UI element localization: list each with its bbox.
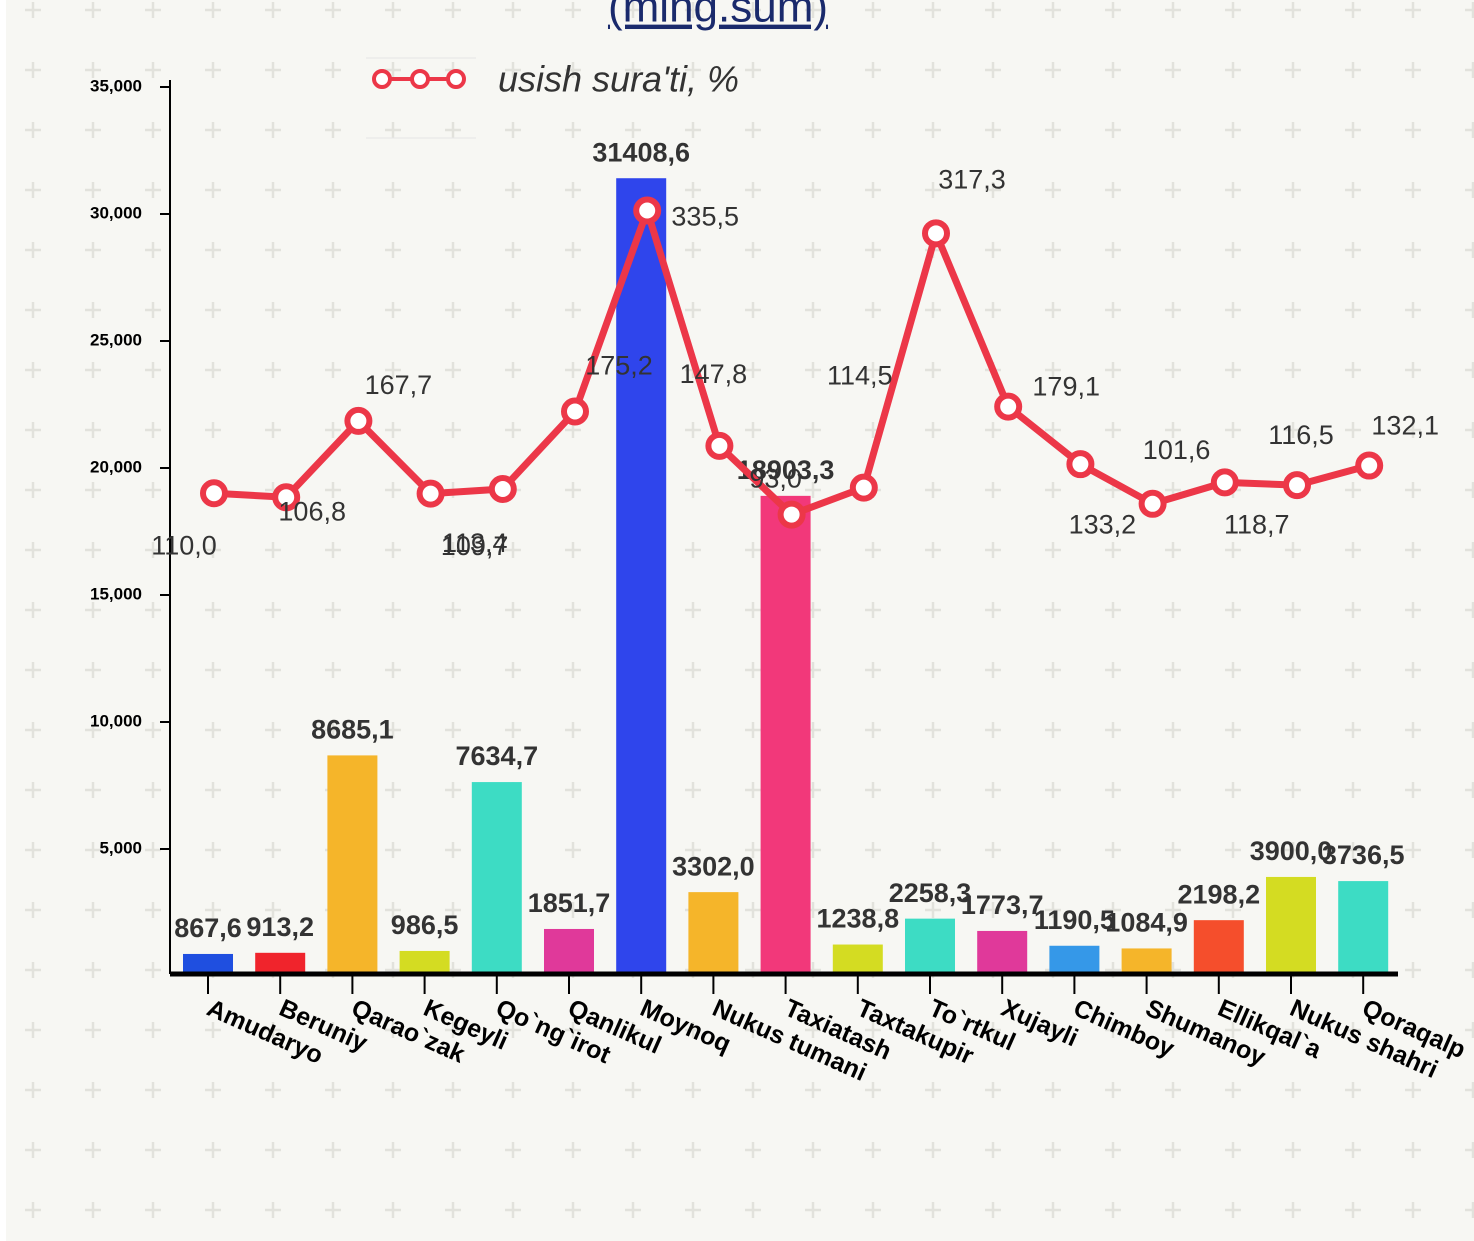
y-tick-label: 20,000 — [90, 457, 142, 476]
bar — [1266, 876, 1316, 976]
bar-value-label: 31408,6 — [592, 137, 690, 167]
line-point — [488, 474, 517, 503]
line-point — [344, 406, 373, 435]
bar-value-label: 8685,1 — [311, 715, 394, 745]
line-point — [416, 479, 445, 508]
line-value-label: 132,1 — [1371, 411, 1439, 441]
bar — [544, 928, 594, 976]
bar-value-label: 867,6 — [174, 913, 242, 943]
line-point — [1066, 450, 1095, 479]
line-point — [777, 500, 806, 529]
line-value-label: 101,6 — [1143, 435, 1211, 465]
line-point — [922, 219, 950, 248]
bar-value-label: 986,5 — [391, 910, 459, 940]
bar — [327, 755, 378, 976]
line-point — [633, 196, 662, 225]
legend: usish sura'ti, % — [372, 59, 739, 100]
line-value-label: 167,7 — [365, 370, 433, 400]
line-point — [200, 479, 228, 508]
bar — [977, 930, 1028, 976]
bar — [616, 178, 667, 976]
line-point — [561, 397, 589, 426]
bar-value-label: 2198,2 — [1178, 879, 1261, 909]
line-point — [1355, 451, 1384, 480]
line-point — [994, 392, 1023, 421]
line-value-label: 116,5 — [1268, 420, 1334, 450]
bar — [183, 953, 233, 976]
bar-value-label: 1773,7 — [961, 890, 1044, 920]
line-value-label: 106,8 — [278, 496, 346, 526]
line-value-label: 110,0 — [151, 530, 217, 560]
line-value-label: 109,7 — [441, 531, 509, 561]
bar-value-label: 2258,3 — [889, 878, 972, 908]
background-pattern — [6, 0, 1474, 1241]
bar-value-label: 1084,9 — [1105, 908, 1188, 938]
line-point — [1210, 468, 1239, 497]
line-value-label: 317,3 — [938, 164, 1006, 194]
line-value-label: 113,4 — [442, 528, 508, 558]
bar — [1193, 920, 1244, 976]
chart-title: (ming.sum) — [608, 0, 828, 32]
y-tick-label: 15,000 — [90, 584, 142, 603]
line-value-label: 118,7 — [1224, 509, 1290, 539]
bar — [1121, 948, 1172, 976]
y-tick-label: 5,000 — [99, 838, 142, 857]
bar-value-label: 3302,0 — [672, 851, 755, 881]
legend-marker — [446, 69, 466, 89]
line-value-label: 335,5 — [671, 202, 739, 232]
y-tick-label: 25,000 — [90, 330, 142, 349]
bar-value-label: 3900,0 — [1250, 836, 1333, 866]
bar-value-label: 1238,8 — [817, 904, 900, 934]
line-value-label: 114,5 — [827, 361, 893, 391]
y-tick-label: 30,000 — [90, 203, 142, 222]
bar — [905, 918, 955, 976]
line-value-label: 93,0 — [749, 464, 802, 494]
line-value-label: 133,2 — [1069, 509, 1137, 539]
legend-label: usish sura'ti, % — [498, 59, 739, 100]
bar-value-label: 1851,7 — [528, 888, 611, 918]
bar — [688, 892, 739, 976]
line-point — [272, 483, 301, 512]
bar — [1049, 945, 1100, 976]
line-value-label: 179,1 — [1032, 372, 1100, 402]
bar — [255, 952, 306, 976]
legend-marker — [410, 69, 430, 89]
line-value-label: 147,8 — [680, 359, 748, 389]
bar-value-label: 913,2 — [246, 912, 314, 942]
bar-value-label: 3736,5 — [1322, 840, 1405, 870]
bar — [760, 495, 811, 976]
bar — [1338, 881, 1389, 976]
line-point — [849, 473, 878, 502]
bar-value-label: 7634,7 — [456, 741, 539, 771]
line-value-label: 175,2 — [585, 351, 653, 381]
line-point — [1283, 471, 1311, 500]
legend-marker — [372, 69, 392, 89]
y-tick-label: 35,000 — [90, 76, 142, 95]
y-tick-label: 10,000 — [90, 711, 142, 730]
bar — [832, 944, 883, 976]
bar-value-label: 1190,5 — [1034, 905, 1115, 935]
bar — [471, 782, 522, 976]
line-point — [705, 431, 734, 460]
line-point — [1138, 489, 1167, 518]
